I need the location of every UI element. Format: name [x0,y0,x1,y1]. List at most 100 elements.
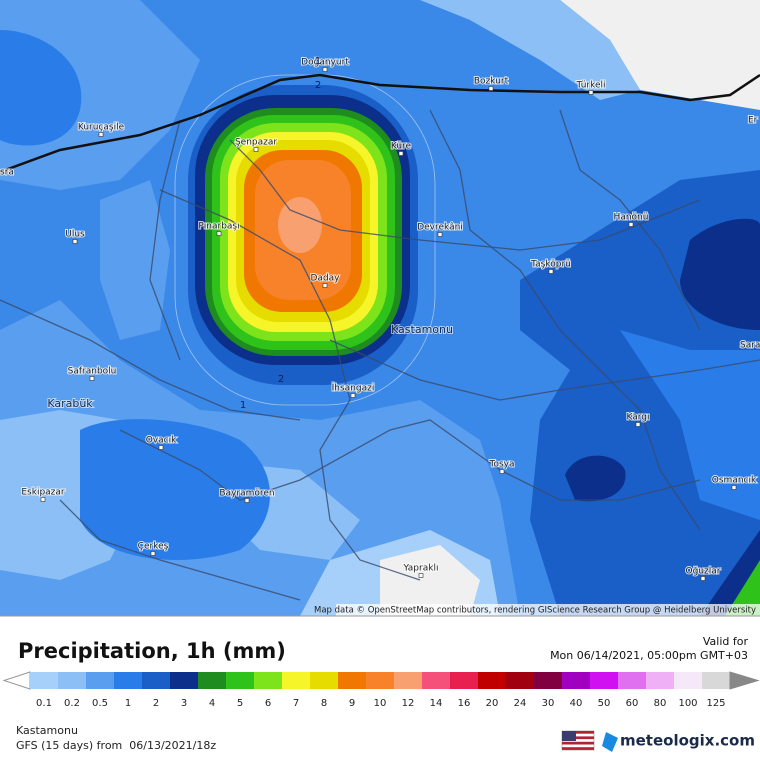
place-label: Karabük [47,397,93,410]
green-area [725,560,760,616]
coastline [0,73,760,174]
legend-swatch [562,672,591,689]
brand-logo [602,732,618,752]
place-label: Oğuzlar [686,567,721,577]
place-label: Bozkurt [474,77,509,87]
legend-swatch [114,672,143,689]
darkest-area [680,218,760,330]
place-marker [488,86,494,91]
legend-label: 2 [153,698,159,709]
place-marker [322,283,328,288]
legend-label: 6 [265,698,271,709]
legend-label: 8 [321,698,327,709]
legend-label: 40 [570,698,583,709]
precip-cell [174,74,436,406]
place-labels: Doğanyurt Bozkurt Türkeli Kuruçaşile sra Şenp… [0,57,760,581]
legend-swatch [618,672,647,689]
place-label: Ovacık [146,436,177,446]
place-marker [635,422,641,427]
place-label: Doğanyurt [301,58,349,68]
legend-swatch [702,672,731,689]
place-label: Saraydü [740,341,760,351]
legend-arrow-high [729,671,760,690]
place-label: Devrekâni [417,223,463,233]
place-label: Daday [311,274,341,284]
place-label: Er [748,116,758,126]
place-marker [350,393,356,398]
place-marker [40,497,46,502]
legend-swatch [422,672,451,689]
place-marker [700,576,706,581]
place-label: Hanönü [614,213,649,223]
band [278,197,322,253]
place-marker [150,551,156,556]
legend-label: 7 [293,698,299,709]
place-marker [628,222,634,227]
legend-swatch [254,672,283,689]
place-marker [548,269,554,274]
place-marker [89,376,95,381]
legend-label: 60 [626,698,639,709]
model: GFS (15 days) from 06/13/2021/18z [16,739,216,752]
flag-us [561,730,595,751]
legend-arrow-low [2,671,31,690]
place-marker [158,445,164,450]
place-marker [499,469,505,474]
legend-label: 5 [237,698,243,709]
place-marker [322,67,328,72]
place-marker [437,232,443,237]
legend-swatch [198,672,227,689]
legend-swatch [58,672,87,689]
area [620,330,760,520]
legend-label: 0.1 [36,698,52,709]
legend-swatch [310,672,339,689]
contour-label: 1 [315,56,321,67]
place-marker [418,573,424,578]
place-label: Ulus [65,230,85,240]
legend-label: 100 [678,698,697,709]
legend-swatch [478,672,507,689]
legend-label: 80 [654,698,667,709]
legend-label: 16 [458,698,471,709]
dry-area [380,545,480,616]
legend-swatch [142,672,171,689]
legend-swatch [506,672,535,689]
place-label: Osmancık [712,476,757,486]
legend-label: 50 [598,698,611,709]
place-label: Küre [391,142,412,152]
legend-swatch [450,672,479,689]
dry-area [560,0,760,110]
darkest-area [565,455,626,502]
legend-label: 14 [430,698,443,709]
flag-canton [562,731,576,741]
legend-swatch [226,672,255,689]
legend-swatch [590,672,619,689]
legend-label: 125 [706,698,725,709]
title: Precipitation, 1h (mm) [18,639,286,663]
flag-stripe [562,731,594,734]
place-label: Şenpazar [235,138,277,148]
place-marker [398,151,404,156]
place-marker [216,231,222,236]
place-marker [98,132,104,137]
legend-swatch [86,672,115,689]
place-label: Türkeli [575,81,605,91]
legend-swatch [338,672,367,689]
legend-label: 10 [374,698,387,709]
place-label: Kastamonu [391,323,453,336]
contour-label: 2 [278,374,284,385]
legend-label: 24 [514,698,527,709]
flag-stripe [562,747,594,750]
attribution: Map data © OpenStreetMap contributors, r… [314,606,756,616]
place-label: Safranbolu [68,367,117,377]
attribution-bg [336,604,760,616]
place-label: Yapraklı [403,564,439,574]
legend-label: 1 [125,698,131,709]
contour-labels: 1 2 2 1 [240,56,321,411]
legend-swatch [282,672,311,689]
place-label: İhsangazi [332,383,375,394]
legend-label: 0.5 [92,698,108,709]
valid-time: Mon 06/14/2021, 05:00pm GMT+03 [550,649,748,662]
legend-label: 3 [181,698,187,709]
